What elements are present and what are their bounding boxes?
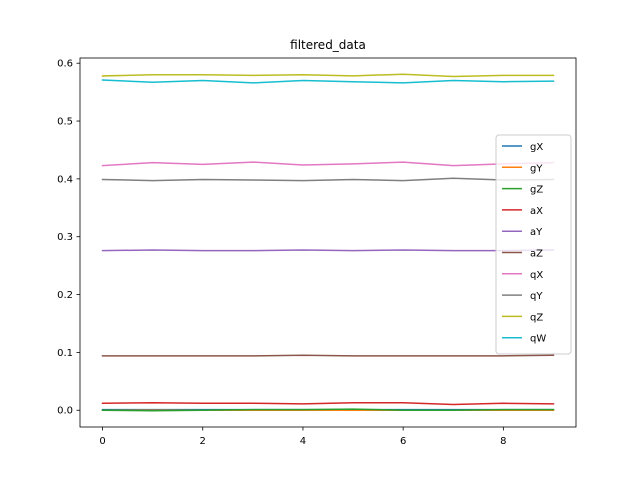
legend-label-aY: aY (530, 227, 543, 238)
legend-label-aZ: aZ (530, 249, 543, 260)
legend: gX gY gZ aX aY aZ qX qY qZ qW (495, 134, 572, 355)
y-tick-label: 0.3 (57, 232, 73, 243)
x-tick-label: 6 (400, 436, 406, 447)
series-line-aY (101, 249, 555, 252)
legend-box (495, 134, 572, 355)
series-line-qX (101, 161, 555, 167)
series-line-qW (101, 79, 555, 84)
x-tick-label: 2 (200, 436, 206, 447)
legend-label-qX: qX (530, 270, 543, 281)
series-line-qZ (101, 73, 555, 78)
y-tick-label: 0.5 (57, 117, 73, 128)
chart-title: filtered_data (290, 38, 366, 52)
series-line-aX (101, 401, 555, 406)
axes-frame (79, 57, 577, 428)
legend-label-qY: qY (530, 291, 543, 302)
x-tick-label: 8 (500, 436, 506, 447)
series-line-qY (101, 177, 555, 182)
y-tick-label: 0.2 (57, 290, 73, 301)
x-tick-label: 4 (300, 436, 306, 447)
legend-label-gY: gY (530, 163, 543, 174)
y-tick-label: 0.0 (57, 406, 73, 417)
legend-label-gZ: gZ (530, 185, 543, 196)
plot-area: 0 2 4 6 8 0.0 0.1 0.2 0.3 0.4 0.5 0.6 (57, 57, 577, 447)
y-tick-label: 0.1 (57, 348, 73, 359)
y-tick-label: 0.4 (57, 174, 73, 185)
legend-label-aX: aX (530, 206, 543, 217)
legend-label-qW: qW (530, 334, 546, 345)
legend-label-qZ: qZ (530, 312, 543, 323)
x-tick-label: 0 (99, 436, 105, 447)
legend-label-gX: gX (530, 142, 543, 153)
y-tick-label: 0.6 (57, 59, 73, 70)
series-line-aZ (101, 354, 555, 357)
series-line-gZ (101, 408, 555, 412)
